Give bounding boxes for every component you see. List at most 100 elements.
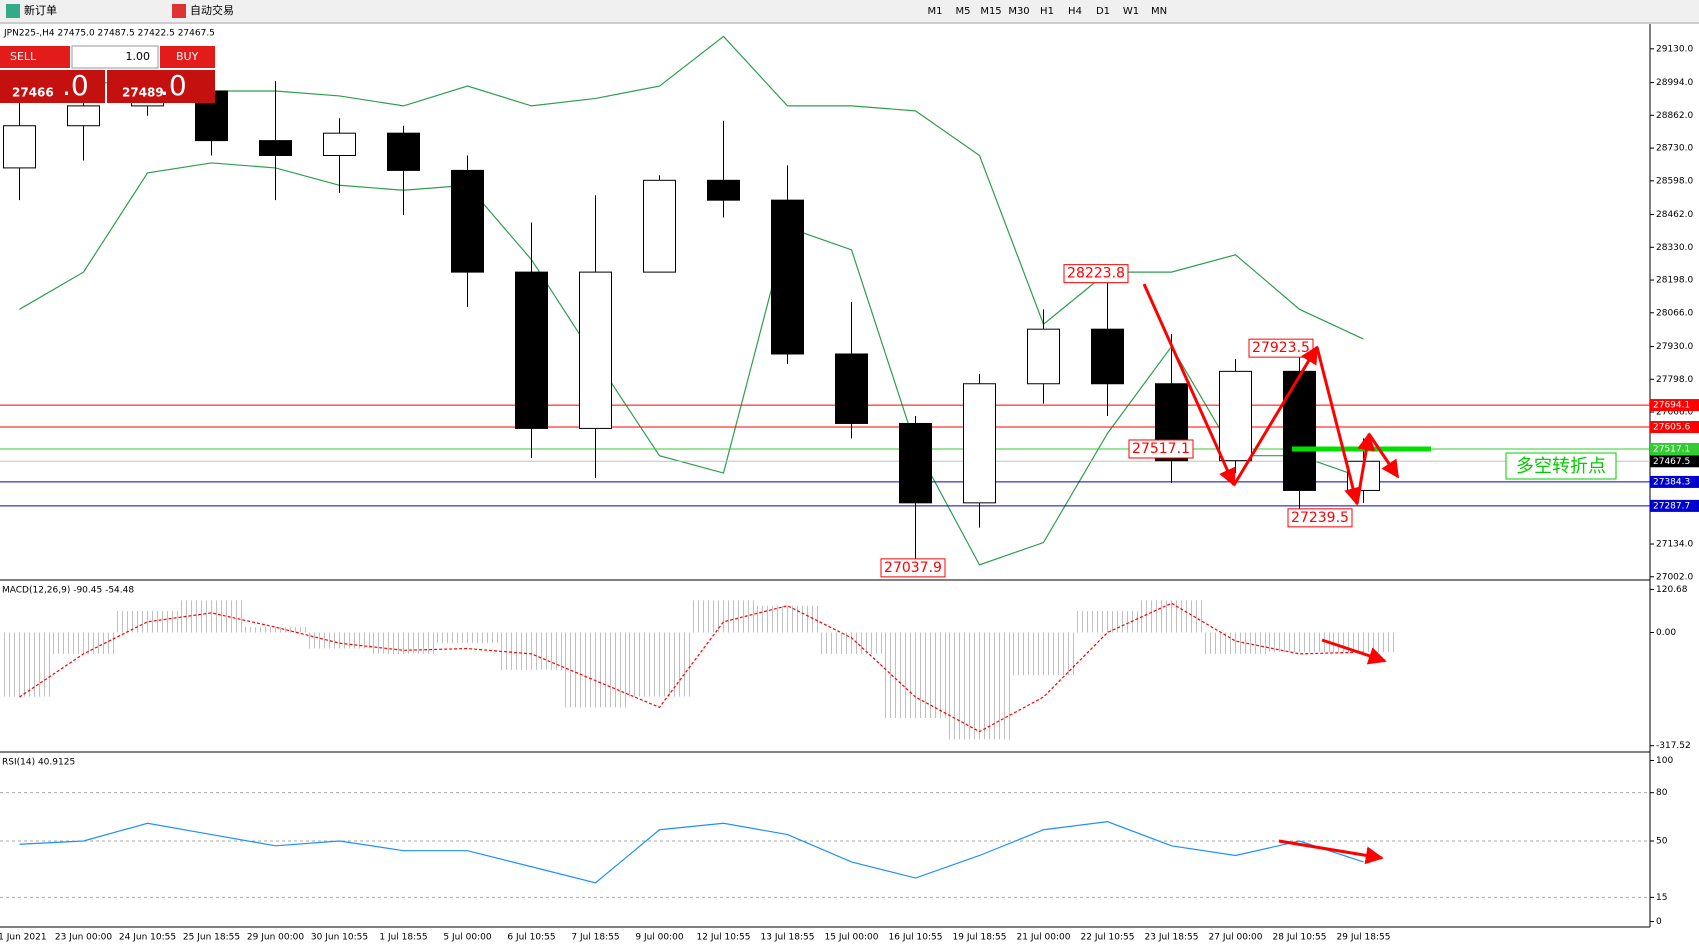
y-tick-label: 28198.0	[1656, 276, 1693, 286]
trend-arrow	[1232, 345, 1319, 486]
volume-input[interactable]	[71, 45, 159, 69]
buy-button[interactable]	[160, 46, 215, 68]
price-annotation-box	[880, 558, 946, 578]
timeframe-button[interactable]: W1	[1123, 6, 1139, 17]
x-tick-label: 22 Jul 10:55	[1081, 933, 1135, 943]
candle-body	[1091, 328, 1124, 385]
y-tick-label: 15	[1656, 893, 1667, 903]
symbol-line: JPN225-,H4 27475.0 27487.5 27422.5 27467…	[3, 29, 215, 39]
candle-body	[963, 383, 996, 504]
x-tick-label: 15 Jul 00:00	[825, 933, 879, 943]
x-tick-label: 23 Jun 00:00	[55, 933, 112, 943]
timeframe-button[interactable]: MN	[1151, 6, 1167, 17]
y-tick-label: 28598.0	[1656, 176, 1693, 186]
price-annotation-box	[1287, 508, 1353, 528]
y-tick-label: 80	[1656, 788, 1668, 798]
buy-price-box[interactable]	[107, 70, 215, 103]
y-tick-label: 28066.0	[1656, 308, 1693, 318]
macd-signal-line	[19, 602, 1364, 733]
timeframe-button[interactable]: M1	[928, 6, 943, 17]
candle-body	[771, 199, 804, 355]
macd-divergence-arrow	[1321, 638, 1387, 665]
x-tick-label: 23 Jul 18:55	[1145, 933, 1199, 943]
price-level-flag	[1650, 475, 1699, 488]
candle-body	[451, 169, 484, 273]
x-tick-label: 1 Jul 18:55	[379, 933, 427, 943]
x-tick-label: 24 Jun 10:55	[119, 933, 176, 943]
auto-trading-icon[interactable]	[172, 4, 186, 18]
y-tick-label: 28330.0	[1656, 243, 1693, 253]
timeframe-button[interactable]: H4	[1068, 6, 1082, 17]
pivot-note: 多空转折点	[1516, 456, 1606, 477]
price-annotation: 27239.5	[1291, 510, 1349, 526]
price-annotation: 27037.9	[884, 560, 942, 576]
bollinger-upper	[19, 35, 1364, 340]
y-tick-label: 28462.0	[1656, 210, 1693, 220]
price-annotation: 27923.5	[1252, 340, 1310, 356]
drawn-trend-arrows	[1142, 283, 1400, 865]
price-level-flag	[1650, 499, 1699, 512]
timeframe-button[interactable]: M15	[980, 6, 1001, 17]
timeframe-button[interactable]: M30	[1008, 6, 1029, 17]
y-tick-label: 120.68	[1656, 585, 1688, 595]
y-tick-label: 27930.0	[1656, 342, 1693, 352]
buy-price: 27489	[122, 86, 164, 100]
x-tick-label: 13 Jul 18:55	[761, 933, 815, 943]
buy-label[interactable]: BUY	[176, 50, 199, 63]
new-order-button[interactable]: 新订单	[24, 3, 57, 17]
sell-label[interactable]: SELL	[10, 50, 37, 63]
price-annotation: 27517.1	[1132, 441, 1190, 457]
bollinger-lower	[19, 162, 1364, 566]
buy-price-tail: .0	[160, 69, 187, 102]
timeframe-button[interactable]: H1	[1040, 6, 1054, 17]
price-level-label: 27287.7	[1653, 501, 1690, 511]
y-tick-label: 27666.0	[1656, 408, 1693, 418]
y-tick-label: -317.52	[1656, 741, 1691, 751]
timeframe-button[interactable]: M5	[956, 6, 971, 17]
trend-arrow	[1355, 432, 1376, 505]
y-tick-label: 27002.0	[1656, 572, 1693, 582]
sell-price-box[interactable]	[0, 70, 105, 103]
x-tick-label: 21 Jun 2021	[0, 933, 47, 943]
volume[interactable]: 1.00	[126, 50, 151, 63]
price-annotation: 28223.8	[1067, 266, 1125, 282]
y-tick-label: 28730.0	[1656, 144, 1693, 154]
timeframe-button[interactable]: D1	[1096, 6, 1110, 17]
y-tick-label: 28862.0	[1656, 111, 1693, 121]
price-level-label: 27694.1	[1653, 401, 1690, 411]
candle-body	[579, 271, 612, 429]
y-tick-label: 28994.0	[1656, 78, 1693, 88]
price-annotation-box	[1128, 439, 1194, 459]
candle-body	[1027, 328, 1060, 385]
y-tick-label: 0	[1656, 917, 1662, 927]
price-annotation-box	[1063, 264, 1129, 284]
price-level-flag	[1650, 421, 1699, 434]
candle-body	[323, 132, 356, 157]
x-tick-label: 6 Jul 10:55	[507, 933, 555, 943]
candle-body	[707, 179, 740, 201]
x-tick-label: 19 Jul 18:55	[953, 933, 1007, 943]
candle-body	[259, 140, 292, 157]
x-tick-label: 7 Jul 18:55	[571, 933, 619, 943]
sell-button[interactable]	[0, 46, 70, 68]
x-tick-label: 25 Jun 18:55	[183, 933, 240, 943]
trend-arrow	[1315, 346, 1362, 506]
auto-trading-button[interactable]: 自动交易	[190, 3, 234, 17]
y-tick-label: 100	[1656, 756, 1673, 766]
candle-body	[899, 422, 932, 504]
candle-body	[643, 179, 676, 273]
x-tick-label: 9 Jul 00:00	[635, 933, 684, 943]
new-order-icon[interactable]	[6, 4, 20, 18]
rsi-line	[19, 821, 1364, 884]
x-tick-label: 29 Jun 00:00	[247, 933, 304, 943]
trend-arrow	[1367, 433, 1400, 479]
x-tick-label: 5 Jul 00:00	[443, 933, 492, 943]
candle-body	[1219, 370, 1252, 462]
price-level-label: 27467.5	[1653, 457, 1690, 467]
price-level-flag	[1650, 399, 1699, 412]
toolbar	[0, 0, 1699, 22]
candle-body	[67, 105, 100, 127]
x-tick-label: 27 Jul 00:00	[1209, 933, 1263, 943]
y-tick-label: 0.00	[1656, 628, 1676, 638]
